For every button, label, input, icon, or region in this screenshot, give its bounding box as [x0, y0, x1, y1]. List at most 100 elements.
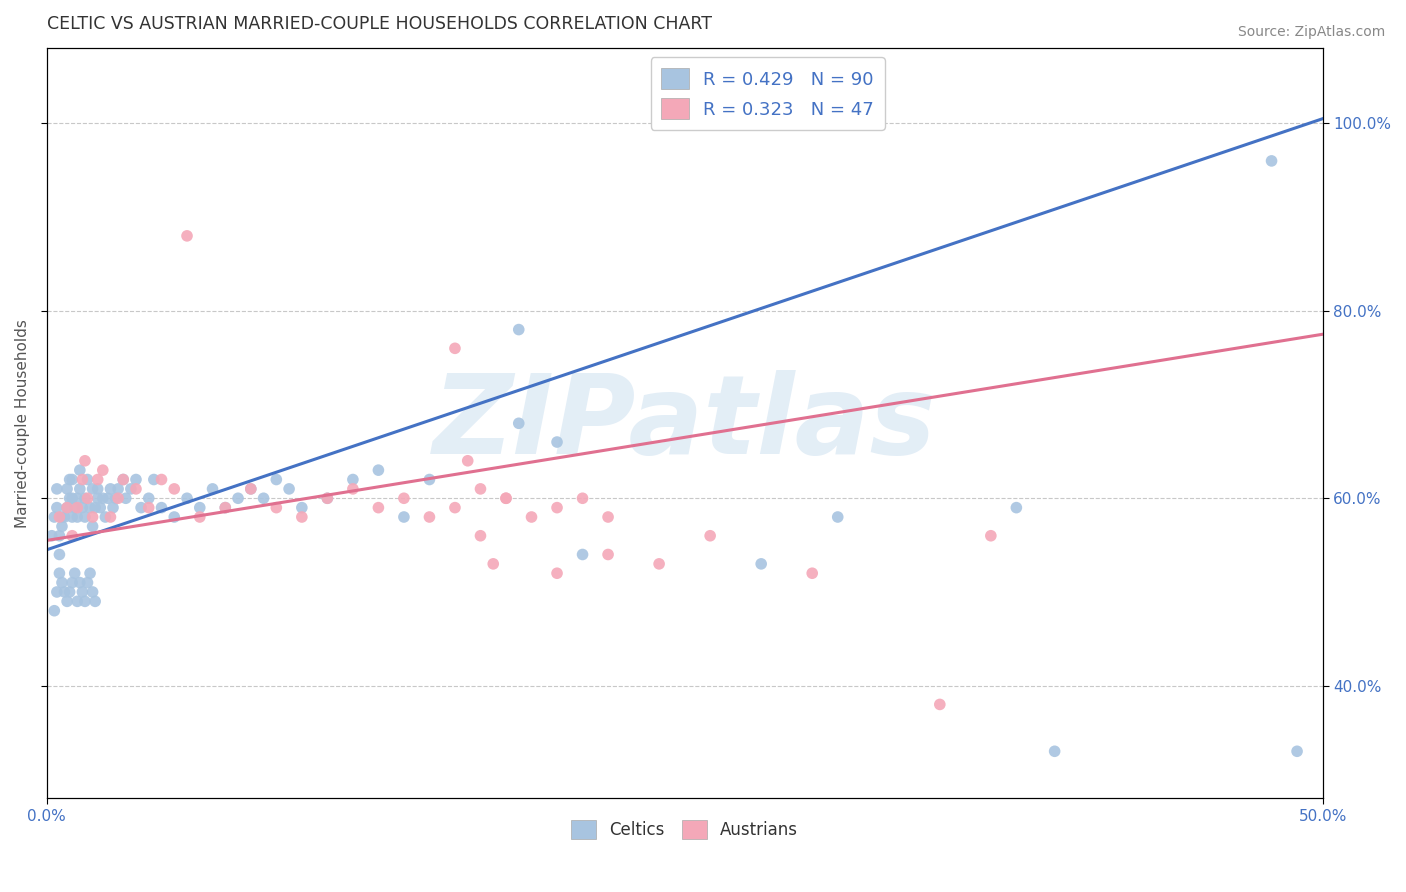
Point — [53, 585, 76, 599]
Point — [444, 341, 467, 355]
Point — [278, 482, 301, 496]
Point — [392, 491, 415, 506]
Point — [827, 510, 849, 524]
Point — [59, 473, 82, 487]
Point — [48, 548, 70, 562]
Point — [44, 604, 66, 618]
Point — [76, 575, 98, 590]
Point — [86, 473, 108, 487]
Point — [699, 529, 721, 543]
Point — [1005, 500, 1028, 515]
Point — [470, 482, 492, 496]
Point — [73, 491, 96, 506]
Point — [69, 482, 91, 496]
Point — [176, 228, 198, 243]
Text: ZIPatlas: ZIPatlas — [433, 370, 936, 477]
Point — [418, 473, 440, 487]
Point — [546, 435, 568, 450]
Point — [56, 500, 79, 515]
Point — [928, 698, 950, 712]
Point — [72, 585, 94, 599]
Point — [72, 500, 94, 515]
Point — [48, 529, 70, 543]
Point — [188, 510, 211, 524]
Point — [84, 594, 107, 608]
Point — [86, 491, 108, 506]
Point — [60, 510, 83, 524]
Point — [84, 500, 107, 515]
Point — [266, 473, 288, 487]
Point — [91, 463, 114, 477]
Point — [470, 529, 492, 543]
Point — [51, 575, 73, 590]
Point — [125, 482, 148, 496]
Point — [801, 566, 824, 581]
Point — [79, 500, 101, 515]
Point — [60, 491, 83, 506]
Point — [150, 500, 173, 515]
Point — [45, 482, 67, 496]
Point — [45, 585, 67, 599]
Point — [138, 491, 160, 506]
Point — [82, 519, 104, 533]
Point — [291, 510, 314, 524]
Point — [44, 510, 66, 524]
Text: Source: ZipAtlas.com: Source: ZipAtlas.com — [1237, 25, 1385, 39]
Point — [112, 473, 135, 487]
Point — [482, 557, 505, 571]
Point — [89, 500, 111, 515]
Point — [56, 594, 79, 608]
Point — [226, 491, 249, 506]
Point — [66, 491, 89, 506]
Legend: Celtics, Austrians: Celtics, Austrians — [565, 814, 804, 846]
Point — [41, 529, 63, 543]
Point — [100, 510, 122, 524]
Point — [100, 482, 122, 496]
Point — [214, 500, 236, 515]
Point — [56, 482, 79, 496]
Point — [107, 491, 129, 506]
Point — [520, 510, 543, 524]
Point — [48, 510, 70, 524]
Point — [129, 500, 152, 515]
Point — [86, 482, 108, 496]
Point — [138, 500, 160, 515]
Point — [201, 482, 224, 496]
Point — [53, 510, 76, 524]
Y-axis label: Married-couple Households: Married-couple Households — [15, 318, 30, 528]
Point — [51, 519, 73, 533]
Point — [266, 500, 288, 515]
Point — [1043, 744, 1066, 758]
Point — [367, 500, 389, 515]
Point — [495, 491, 517, 506]
Point — [69, 575, 91, 590]
Point — [1260, 153, 1282, 168]
Point — [104, 491, 127, 506]
Point — [980, 529, 1002, 543]
Point — [392, 510, 415, 524]
Point — [648, 557, 671, 571]
Point — [163, 510, 186, 524]
Point — [150, 473, 173, 487]
Point — [418, 510, 440, 524]
Point — [546, 500, 568, 515]
Point — [72, 473, 94, 487]
Point — [66, 500, 89, 515]
Point — [120, 482, 142, 496]
Point — [112, 473, 135, 487]
Point — [82, 482, 104, 496]
Point — [69, 463, 91, 477]
Point — [316, 491, 339, 506]
Point — [45, 500, 67, 515]
Point — [63, 500, 86, 515]
Point — [66, 594, 89, 608]
Point — [82, 585, 104, 599]
Point — [252, 491, 274, 506]
Point — [546, 566, 568, 581]
Point — [107, 482, 129, 496]
Point — [97, 491, 120, 506]
Point — [76, 491, 98, 506]
Point — [188, 500, 211, 515]
Point — [571, 548, 593, 562]
Point — [142, 473, 165, 487]
